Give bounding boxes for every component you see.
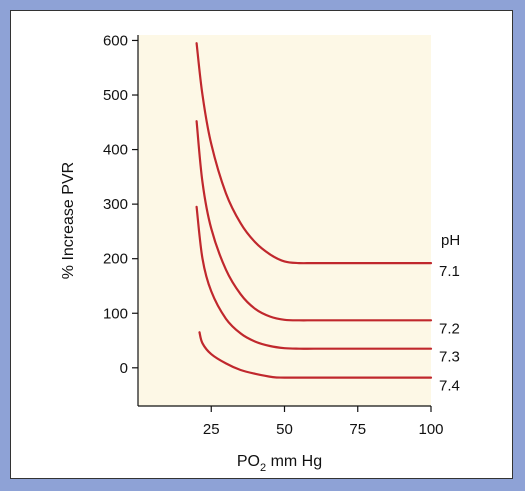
series-label-ph-7-1: 7.1 bbox=[439, 263, 460, 280]
y-tick-group: 0 100 200 300 400 500 600 bbox=[103, 32, 138, 377]
figure-frame: 0 100 200 300 400 500 600 25 50 75 100 pH 7.1 7.2 7… bbox=[10, 10, 513, 479]
series-label-ph-7-3: 7.3 bbox=[439, 349, 460, 366]
y-tick-label: 100 bbox=[103, 305, 128, 322]
y-tick-label: 600 bbox=[103, 32, 128, 49]
plot-area bbox=[138, 35, 431, 406]
series-label-ph-7-4: 7.4 bbox=[439, 378, 460, 395]
series-label-ph-7-2: 7.2 bbox=[439, 320, 460, 337]
series-line-ph-7-1 bbox=[195, 42, 433, 265]
legend-title: pH bbox=[441, 232, 460, 249]
y-tick-label: 0 bbox=[120, 360, 128, 377]
x-axis-title: PO2 mm Hg bbox=[237, 453, 322, 474]
x-tick-label: 100 bbox=[418, 421, 443, 438]
y-tick-label: 300 bbox=[103, 196, 128, 213]
y-tick-label: 400 bbox=[103, 142, 128, 159]
x-tick-label: 25 bbox=[203, 421, 220, 438]
x-axis-title-subscript: 2 bbox=[260, 462, 266, 474]
x-axis-title-rest: mm Hg bbox=[266, 453, 322, 470]
ph-labels: pH 7.1 7.2 7.3 7.4 bbox=[439, 232, 460, 395]
x-axis-title-main: PO bbox=[237, 453, 260, 470]
pvr-chart: 0 100 200 300 400 500 600 25 50 75 100 pH 7.1 7.2 7… bbox=[60, 32, 460, 474]
series-group bbox=[195, 42, 433, 379]
x-tick-label: 50 bbox=[276, 421, 293, 438]
x-tick-group: 25 50 75 100 bbox=[203, 406, 444, 438]
y-axis-title: % Increase PVR bbox=[60, 162, 77, 279]
x-tick-label: 75 bbox=[349, 421, 366, 438]
y-tick-label: 200 bbox=[103, 251, 128, 268]
series-line-ph-7-2 bbox=[195, 120, 433, 322]
series-line-ph-7-3 bbox=[195, 205, 433, 350]
y-tick-label: 500 bbox=[103, 87, 128, 104]
series-line-ph-7-4 bbox=[198, 331, 433, 379]
